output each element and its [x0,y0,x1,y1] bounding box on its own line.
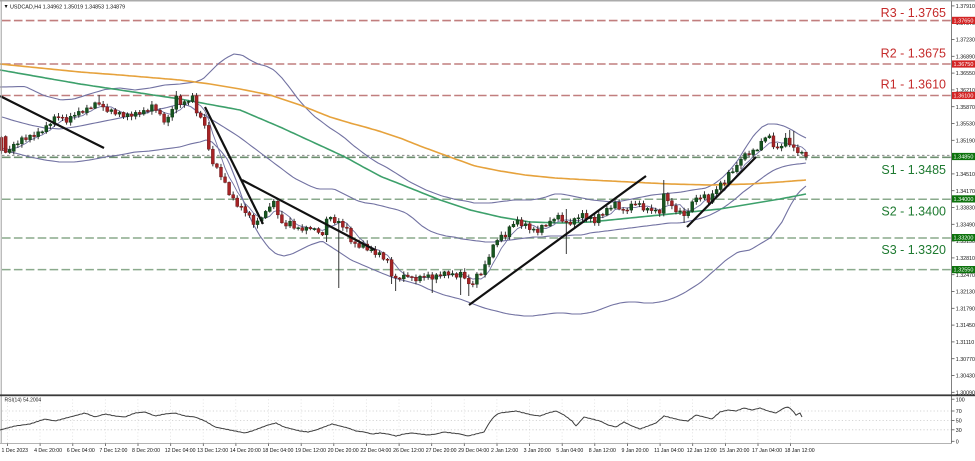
svg-text:▼: ▼ [4,4,9,10]
svg-text:70: 70 [956,409,962,415]
svg-text:1.37910: 1.37910 [956,4,975,10]
svg-text:0: 0 [956,439,959,445]
svg-text:1 Dec 2023: 1 Dec 2023 [2,448,29,454]
svg-text:1.33150: 1.33150 [956,239,975,245]
svg-text:14 Dec 20:00: 14 Dec 20:00 [230,448,261,454]
svg-text:1.32550: 1.32550 [954,268,974,274]
svg-text:1.33200: 1.33200 [954,236,974,242]
svg-text:2 Jan 12:00: 2 Jan 12:00 [491,448,518,454]
svg-text:1.31790: 1.31790 [956,306,975,312]
svg-text:1.30090: 1.30090 [956,390,975,396]
svg-text:50: 50 [956,419,962,425]
svg-text:5 Jan 04:00: 5 Jan 04:00 [556,448,583,454]
svg-text:1.36890: 1.36890 [956,54,975,60]
svg-text:1.31450: 1.31450 [956,323,975,329]
svg-text:20 Dec 20:00: 20 Dec 20:00 [328,448,359,454]
svg-text:1.34000: 1.34000 [954,197,974,203]
svg-text:RSI(14) 54.2004: RSI(14) 54.2004 [5,398,42,404]
svg-text:8 Dec 20:00: 8 Dec 20:00 [132,448,160,454]
svg-text:100: 100 [956,397,965,403]
svg-text:R2 - 1.3675: R2 - 1.3675 [881,47,946,61]
svg-text:USDCAD,H4 1.34962 1.35019 1.3: USDCAD,H4 1.34962 1.35019 1.34853 1.3487… [10,4,125,10]
svg-text:19 Dec 12:00: 19 Dec 12:00 [295,448,326,454]
svg-text:1.37650: 1.37650 [954,19,974,25]
svg-text:1.37230: 1.37230 [956,38,975,44]
svg-text:30: 30 [956,428,962,434]
svg-text:S3 - 1.3320: S3 - 1.3320 [881,243,946,257]
svg-text:26 Dec 12:00: 26 Dec 12:00 [393,448,424,454]
svg-text:R1 - 1.3610: R1 - 1.3610 [881,78,946,92]
svg-text:1.30430: 1.30430 [956,374,975,380]
svg-text:22 Dec 04:00: 22 Dec 04:00 [360,448,391,454]
svg-text:1.33830: 1.33830 [956,206,975,212]
svg-text:1.32810: 1.32810 [956,256,975,262]
svg-text:1.32130: 1.32130 [956,290,975,296]
svg-text:1.36550: 1.36550 [956,71,975,77]
svg-text:18 Jan 12:00: 18 Jan 12:00 [785,448,815,454]
svg-text:1.35530: 1.35530 [956,122,975,128]
svg-text:27 Dec 20:00: 27 Dec 20:00 [426,448,457,454]
svg-text:R3 - 1.3765: R3 - 1.3765 [881,6,946,20]
svg-text:3 Jan 20:00: 3 Jan 20:00 [524,448,551,454]
svg-text:11 Jan 04:00: 11 Jan 04:00 [654,448,684,454]
svg-text:12 Jan 12:00: 12 Jan 12:00 [687,448,717,454]
svg-text:1.32470: 1.32470 [956,273,975,279]
svg-text:1.35190: 1.35190 [956,138,975,144]
svg-text:S1 - 1.3485: S1 - 1.3485 [881,163,946,177]
svg-text:15 Jan 20:00: 15 Jan 20:00 [719,448,749,454]
svg-text:18 Dec 04:00: 18 Dec 04:00 [263,448,294,454]
svg-text:13 Dec 12:00: 13 Dec 12:00 [197,448,228,454]
svg-text:1.34170: 1.34170 [956,189,975,195]
svg-text:8 Jan 12:00: 8 Jan 12:00 [589,448,616,454]
svg-text:1.36210: 1.36210 [956,88,975,94]
svg-text:1.34510: 1.34510 [956,172,975,178]
svg-text:6 Dec 04:00: 6 Dec 04:00 [67,448,95,454]
svg-text:1.30770: 1.30770 [956,357,975,363]
svg-text:1.31110: 1.31110 [956,340,974,346]
svg-text:1.36750: 1.36750 [954,62,974,68]
svg-text:1.33490: 1.33490 [956,222,975,228]
svg-text:1.35870: 1.35870 [956,105,975,111]
svg-text:1.36100: 1.36100 [954,94,974,100]
svg-text:1.34850: 1.34850 [954,155,974,161]
svg-text:7 Dec 12:00: 7 Dec 12:00 [99,448,127,454]
svg-text:17 Jan 04:00: 17 Jan 04:00 [752,448,782,454]
svg-text:S2 - 1.3400: S2 - 1.3400 [881,205,946,219]
svg-text:12 Dec 04:00: 12 Dec 04:00 [165,448,196,454]
svg-text:29 Dec 04:00: 29 Dec 04:00 [458,448,489,454]
svg-text:9 Jan 20:00: 9 Jan 20:00 [622,448,649,454]
svg-text:4 Dec 20:00: 4 Dec 20:00 [34,448,62,454]
